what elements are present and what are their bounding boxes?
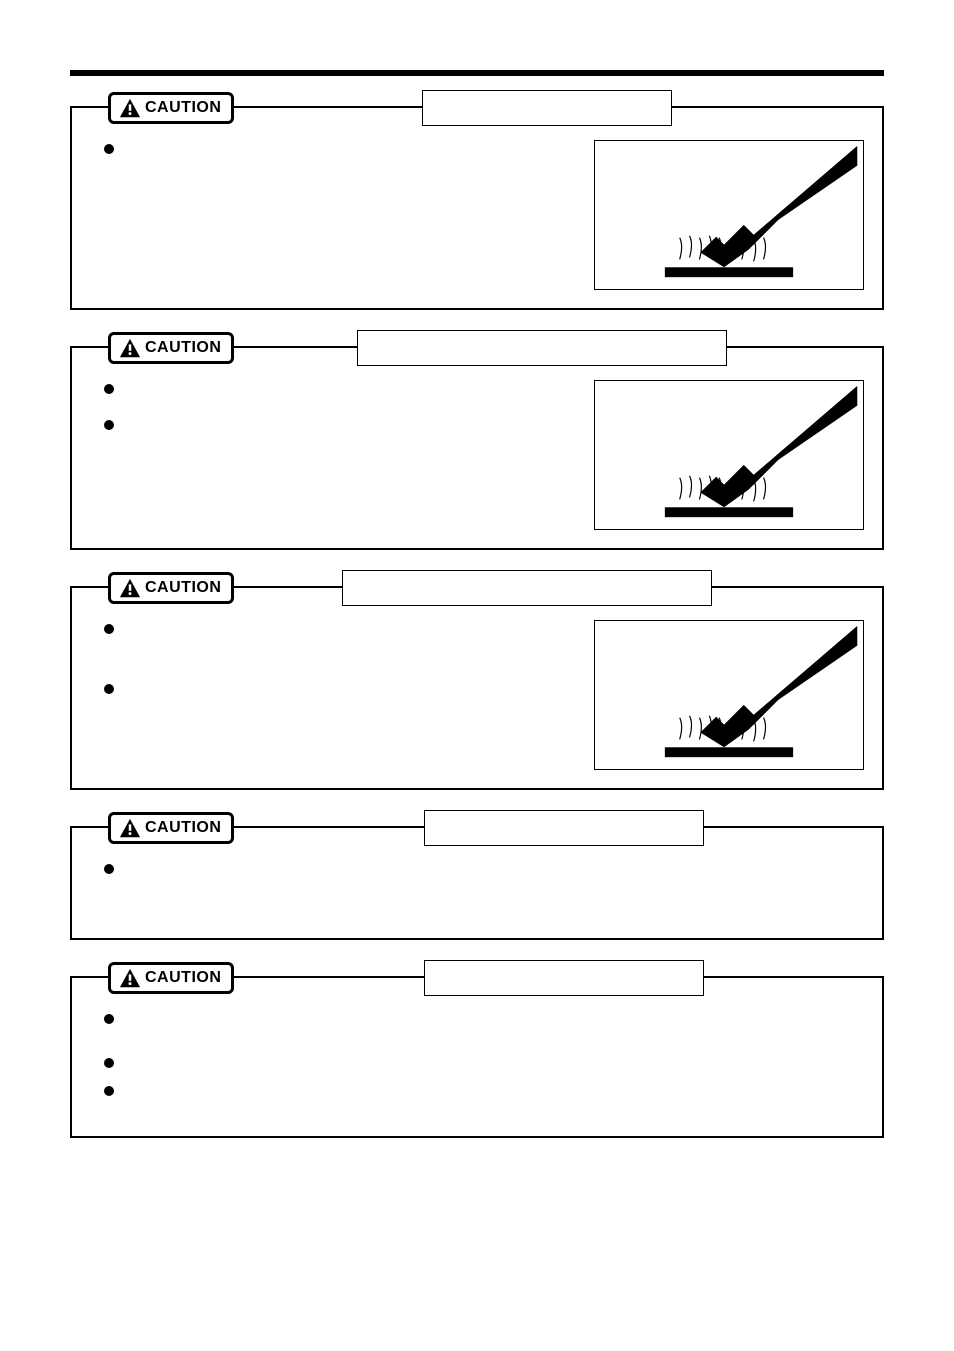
bullet-item — [104, 1010, 864, 1032]
caution-title-box — [424, 960, 704, 996]
caution-badge: CAUTION — [108, 92, 234, 124]
caution-content — [104, 140, 864, 290]
caution-label: CAUTION — [145, 969, 221, 987]
bullet-item — [104, 380, 576, 402]
bullet-item — [104, 1054, 864, 1076]
caution-label: CAUTION — [145, 99, 221, 117]
caution-badge: CAUTION — [108, 332, 234, 364]
warning-triangle-icon — [119, 578, 141, 598]
warning-triangle-icon — [119, 818, 141, 838]
bullet-list — [104, 380, 576, 452]
caution-block-5: CAUTION — [70, 976, 884, 1138]
caution-title-box — [357, 330, 727, 366]
bullet-list — [104, 860, 864, 896]
hot-surface-illustration — [594, 140, 864, 290]
caution-content — [104, 380, 864, 530]
warning-triangle-icon — [119, 98, 141, 118]
caution-block-2: CAUTION — [70, 346, 884, 550]
warning-triangle-icon — [119, 338, 141, 358]
hot-surface-illustration — [594, 380, 864, 530]
caution-block-4: CAUTION — [70, 826, 884, 940]
caution-label: CAUTION — [145, 579, 221, 597]
bullet-item — [104, 620, 576, 642]
caution-label: CAUTION — [145, 339, 221, 357]
caution-title-box — [424, 810, 704, 846]
warning-triangle-icon — [119, 968, 141, 988]
caution-content — [104, 620, 864, 770]
caution-content — [104, 860, 864, 920]
bullet-list — [104, 620, 576, 716]
caution-title-box — [342, 570, 712, 606]
caution-block-3: CAUTION — [70, 586, 884, 790]
caution-title-box — [422, 90, 672, 126]
bullet-item — [104, 1082, 864, 1104]
horizontal-rule — [70, 70, 884, 76]
bullet-item — [104, 140, 576, 162]
page: CAUTION CAUTION — [0, 0, 954, 1234]
caution-badge: CAUTION — [108, 812, 234, 844]
bullet-list — [104, 140, 576, 176]
caution-badge: CAUTION — [108, 962, 234, 994]
bullet-item — [104, 416, 576, 438]
caution-block-1: CAUTION — [70, 106, 884, 310]
caution-label: CAUTION — [145, 819, 221, 837]
bullet-list — [104, 1010, 864, 1118]
bullet-item — [104, 860, 864, 882]
caution-badge: CAUTION — [108, 572, 234, 604]
hot-surface-illustration — [594, 620, 864, 770]
bullet-item — [104, 680, 576, 702]
caution-content — [104, 1010, 864, 1118]
